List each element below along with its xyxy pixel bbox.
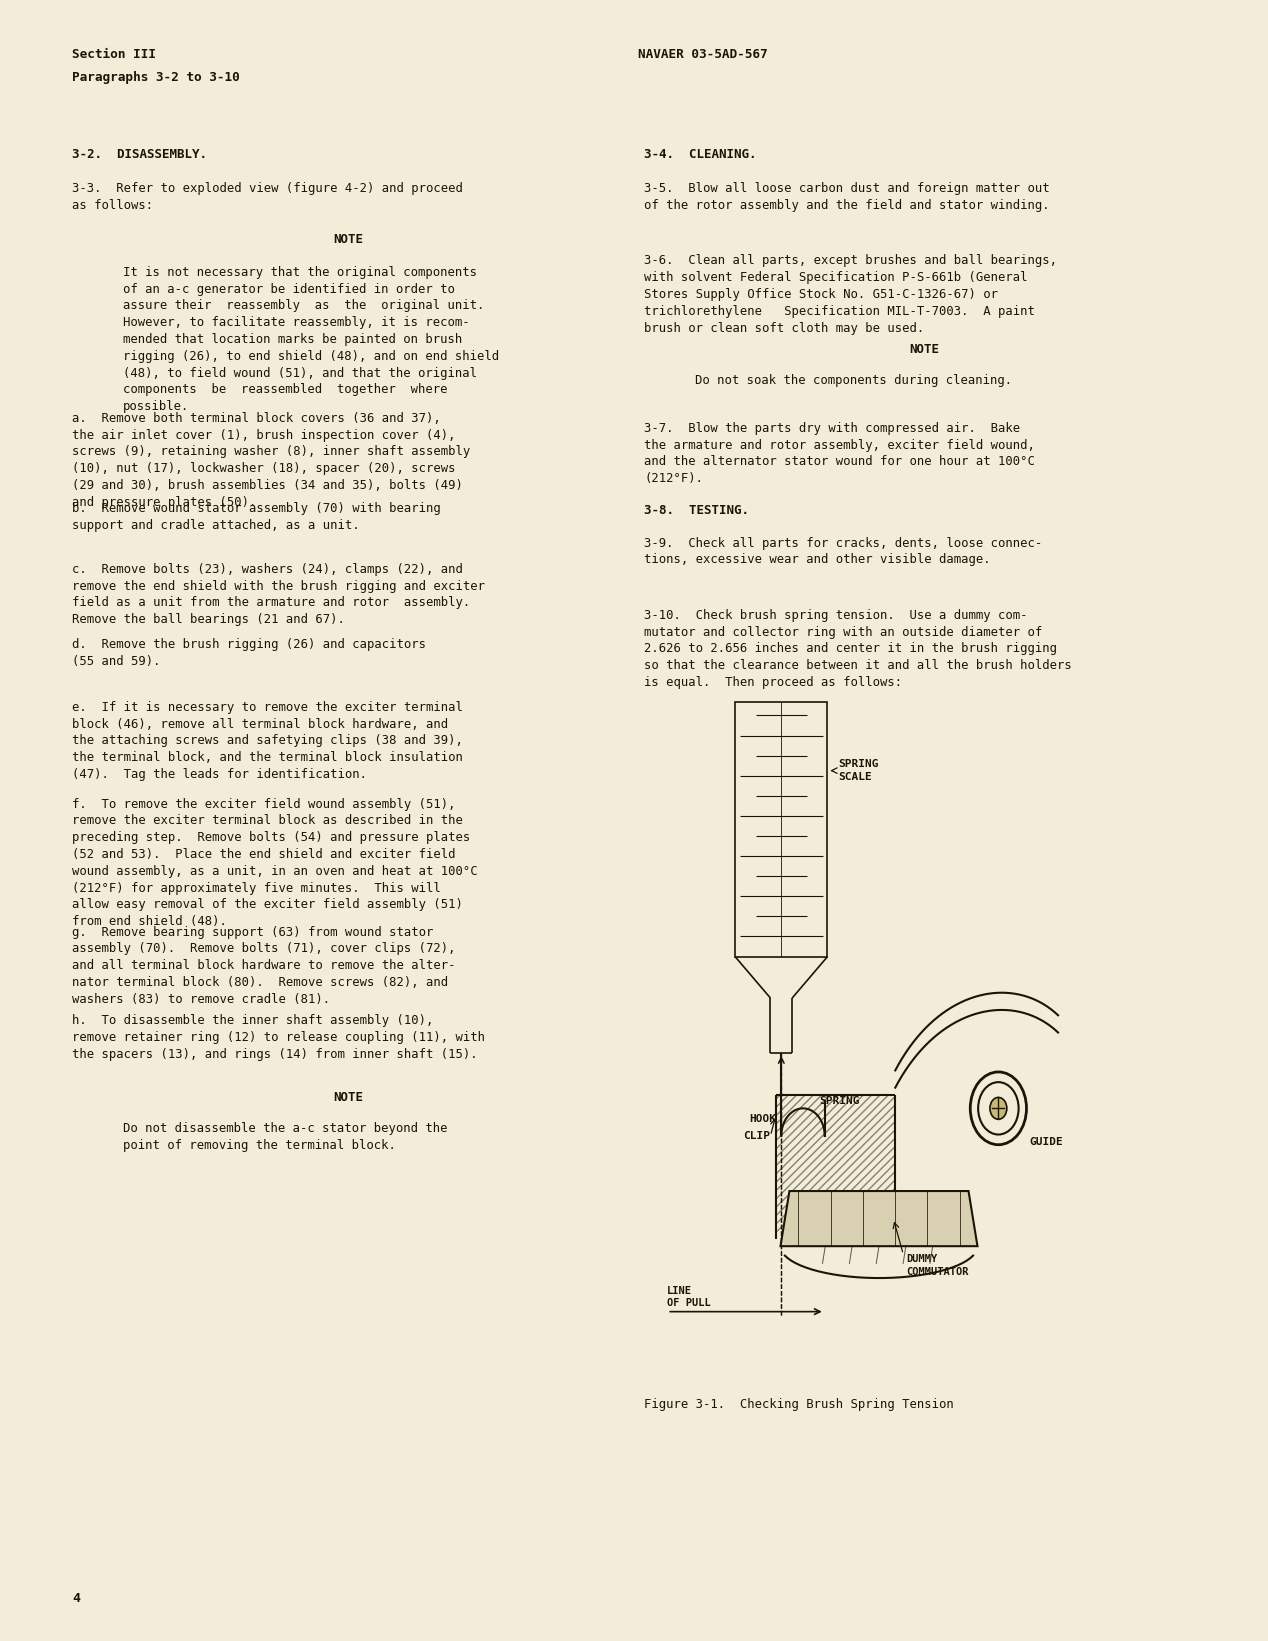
Text: 3-2.  DISASSEMBLY.: 3-2. DISASSEMBLY. [72,148,207,161]
Text: 3-9.  Check all parts for cracks, dents, loose connec-
tions, excessive wear and: 3-9. Check all parts for cracks, dents, … [644,537,1042,566]
Text: LINE
OF PULL: LINE OF PULL [667,1287,711,1308]
Circle shape [978,1081,1018,1134]
Text: SPRING: SPRING [819,1096,860,1106]
Text: Paragraphs 3-2 to 3-10: Paragraphs 3-2 to 3-10 [72,71,240,84]
Text: It is not necessary that the original components
of an a-c generator be identifi: It is not necessary that the original co… [123,266,500,414]
Text: Figure 3-1.  Checking Brush Spring Tension: Figure 3-1. Checking Brush Spring Tensio… [644,1398,954,1411]
Text: Do not soak the components during cleaning.: Do not soak the components during cleani… [695,374,1012,387]
Text: HOOK: HOOK [749,1114,776,1124]
Text: NOTE: NOTE [909,343,940,356]
Polygon shape [781,1191,978,1246]
Text: c.  Remove bolts (23), washers (24), clamps (22), and
remove the end shield with: c. Remove bolts (23), washers (24), clam… [72,563,486,627]
Text: Do not disassemble the a-c stator beyond the
point of removing the terminal bloc: Do not disassemble the a-c stator beyond… [123,1122,448,1152]
Text: g.  Remove bearing support (63) from wound stator
assembly (70).  Remove bolts (: g. Remove bearing support (63) from woun… [72,926,455,1006]
Text: f.  To remove the exciter field wound assembly (51),
remove the exciter terminal: f. To remove the exciter field wound ass… [72,798,478,929]
Text: NAVAER 03-5AD-567: NAVAER 03-5AD-567 [638,48,767,61]
Text: 3-4.  CLEANING.: 3-4. CLEANING. [644,148,757,161]
Bar [776,1095,895,1232]
Circle shape [970,1072,1027,1145]
Text: 3-10.  Check brush spring tension.  Use a dummy com-
mutator and collector ring : 3-10. Check brush spring tension. Use a … [644,609,1071,689]
Text: 3-6.  Clean all parts, except brushes and ball bearings,
with solvent Federal Sp: 3-6. Clean all parts, except brushes and… [644,254,1058,335]
Text: 3-3.  Refer to exploded view (figure 4-2) and proceed
as follows:: 3-3. Refer to exploded view (figure 4-2)… [72,182,463,212]
Text: 3-7.  Blow the parts dry with compressed air.  Bake
the armature and rotor assem: 3-7. Blow the parts dry with compressed … [644,422,1035,486]
Text: 4: 4 [72,1592,80,1605]
Text: d.  Remove the brush rigging (26) and capacitors
(55 and 59).: d. Remove the brush rigging (26) and cap… [72,638,426,668]
Text: a.  Remove both terminal block covers (36 and 37),
the air inlet cover (1), brus: a. Remove both terminal block covers (36… [72,412,470,509]
Text: NOTE: NOTE [333,233,364,246]
Text: CLIP: CLIP [743,1131,771,1140]
Text: e.  If it is necessary to remove the exciter terminal
block (46), remove all ter: e. If it is necessary to remove the exci… [72,701,463,781]
Circle shape [990,1098,1007,1119]
Text: b.  Remove wound stator assembly (70) with bearing
support and cradle attached, : b. Remove wound stator assembly (70) wit… [72,502,441,532]
Text: Section III: Section III [72,48,156,61]
Text: 3-8.  TESTING.: 3-8. TESTING. [644,504,749,517]
Text: 3-5.  Blow all loose carbon dust and foreign matter out
of the rotor assembly an: 3-5. Blow all loose carbon dust and fore… [644,182,1050,212]
Text: SPRING
SCALE: SPRING SCALE [838,760,879,781]
Text: GUIDE: GUIDE [1030,1137,1063,1147]
Bar [735,702,828,957]
Text: h.  To disassemble the inner shaft assembly (10),
remove retainer ring (12) to r: h. To disassemble the inner shaft assemb… [72,1014,486,1060]
Text: DUMMY
COMMUTATOR: DUMMY COMMUTATOR [905,1254,969,1277]
Text: NOTE: NOTE [333,1091,364,1104]
